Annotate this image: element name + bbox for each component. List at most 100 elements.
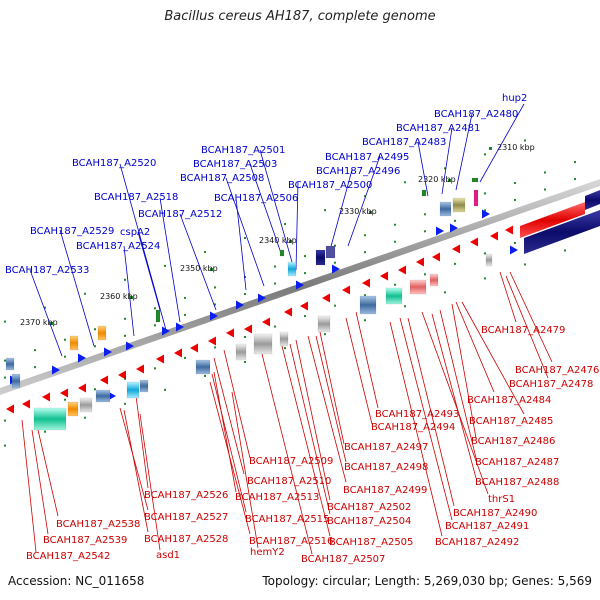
reverse-gene-arrow: [226, 328, 234, 338]
reverse-leader-line: [261, 353, 313, 555]
forward-gene-label: BCAH187_A2506: [214, 193, 298, 204]
track-dot: [164, 264, 166, 267]
forward-leader-line: [137, 231, 161, 311]
track-dot: [284, 347, 286, 350]
forward-gene-label: hup2: [502, 93, 527, 104]
track-dot: [94, 345, 96, 348]
forward-gene-label: BCAH187_A2512: [138, 209, 222, 220]
reverse-gene-label: BCAH187_A2491: [445, 521, 529, 532]
homology-box: [235, 343, 247, 361]
reverse-gene-arrow: [342, 285, 350, 295]
scale-tick-mark: [489, 147, 492, 150]
reverse-gene-arrow: [190, 343, 198, 353]
scale-tick-mark: [50, 322, 53, 325]
track-dot: [274, 325, 276, 328]
reverse-leader-line: [455, 301, 495, 393]
reverse-gene-label: BCAH187_A2479: [481, 325, 565, 336]
track-dot: [284, 223, 286, 226]
track-dot: [154, 324, 156, 327]
reverse-gene-label: BCAH187_A2504: [327, 516, 411, 527]
homology-box: [67, 401, 79, 417]
track-dot: [184, 313, 186, 316]
forward-gene-label: BCAH187_A2481: [396, 123, 480, 134]
reverse-leader-line: [355, 311, 379, 409]
forward-gene-arrow: [258, 293, 266, 303]
track-dot: [164, 388, 166, 391]
reverse-leader-line: [289, 343, 331, 515]
reverse-gene-label: BCAH187_A2488: [475, 477, 559, 488]
reverse-gene-label: BCAH187_A2502: [327, 502, 411, 513]
homology-box: [317, 315, 331, 333]
reverse-leader-line: [307, 335, 347, 483]
reverse-gene-arrow: [284, 307, 292, 317]
reverse-leader-line: [499, 271, 517, 323]
track-dot: [4, 444, 6, 447]
track-dot: [524, 139, 526, 142]
reverse-gene-arrow: [505, 225, 513, 235]
track-dot: [394, 283, 396, 286]
forward-gene-label: cspA2: [120, 227, 150, 238]
track-dot: [444, 167, 446, 170]
homology-box: [473, 189, 479, 207]
reverse-gene-arrow: [432, 252, 440, 262]
forward-leader-line: [249, 163, 283, 257]
reverse-leader-line: [407, 317, 455, 507]
track-dot: [274, 282, 276, 285]
homology-box: [126, 381, 140, 399]
homology-box: [452, 197, 466, 213]
reverse-gene-label: asd1: [156, 550, 180, 561]
track-dot: [564, 249, 566, 252]
track-dot: [574, 178, 576, 181]
reverse-leader-line: [37, 429, 59, 517]
track-dot: [154, 367, 156, 370]
track-dot: [304, 255, 306, 258]
reverse-gene-arrow: [398, 265, 406, 275]
scale-ticks: 2310 kbp 2320 kbp 2330 kbp 2340 kbp 2350 kbp…: [20, 143, 535, 327]
homology-box: [315, 249, 326, 266]
forward-gene-label: BCAH187_A2496: [316, 166, 400, 177]
reverse-gene-label: BCAH187_A2516: [249, 536, 333, 547]
forward-gene-arrow: [332, 264, 340, 274]
reverse-leader-line: [135, 395, 149, 489]
forward-gene-arrow: [176, 322, 184, 332]
reverse-gene-label: BCAH187_A2494: [371, 422, 455, 433]
reverse-leader-line: [345, 317, 373, 425]
track-dot: [84, 416, 86, 419]
reverse-leader-line: [281, 345, 331, 537]
track-dot: [514, 241, 516, 244]
reverse-leader-line: [315, 335, 347, 463]
reverse-gene-labels: BCAH187_A2479 BCAH187_A2476 BCAH187_A2478 B…: [26, 325, 599, 565]
track-dot: [444, 291, 446, 294]
reverse-gene-arrow: [416, 257, 424, 267]
track-dot: [364, 294, 366, 297]
forward-gene-block: [585, 190, 600, 210]
forward-leader-line: [119, 163, 167, 331]
reverse-gene-arrow: [78, 383, 86, 393]
reverse-gene-label: thrS1: [488, 494, 515, 505]
track-dot: [404, 305, 406, 308]
reverse-gene-label: BCAH187_A2515: [245, 514, 329, 525]
forward-leader-line: [347, 155, 381, 247]
forward-gene-arrow: [126, 341, 134, 351]
reverse-leader-line: [431, 313, 477, 479]
scale-tick-label: 2350 kbp: [180, 264, 218, 273]
track-dot: [404, 181, 406, 184]
scale-tick-label: 2330 kbp: [339, 207, 377, 216]
reverse-leader-line: [421, 311, 489, 495]
track-dot: [514, 181, 516, 184]
homology-box: [97, 325, 107, 341]
scale-tick-mark: [289, 240, 292, 243]
reverse-leader-line: [139, 413, 161, 551]
homology-box: [385, 287, 403, 305]
track-dot: [394, 240, 396, 243]
reverse-leader-line: [21, 419, 37, 553]
track-dot: [454, 262, 456, 265]
track-dot: [4, 419, 6, 422]
scale-tick-mark: [448, 179, 451, 182]
track-dot: [334, 261, 336, 264]
track-dot: [364, 234, 366, 237]
forward-leader-line: [123, 245, 135, 337]
reverse-gene-block: [520, 202, 585, 238]
accession-text: Accession: NC_011658: [8, 574, 145, 588]
scale-tick-mark: [130, 296, 133, 299]
